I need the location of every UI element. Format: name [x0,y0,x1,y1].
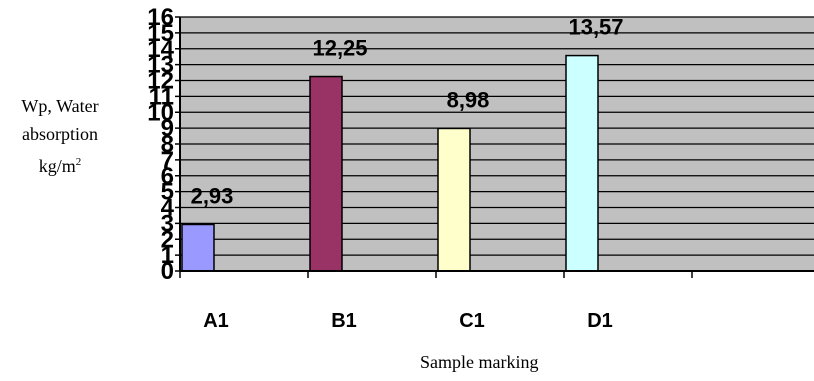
x-tick-label-C1: C1 [459,310,485,332]
y-tick-label: 6 [161,163,174,190]
bars [181,54,599,272]
y-tick-label: 3 [161,210,174,237]
data-label-A1: 2,93 [191,183,234,208]
y-tick-label: 8 [161,131,174,158]
y-axis-label-line-2: absorption [22,124,98,144]
data-labels: 2,93 12,25 8,98 13,57 [191,15,624,209]
x-tick-label-B1: B1 [331,310,357,332]
y-tick-label: 13 [147,52,174,79]
data-label-D1: 13,57 [568,15,623,40]
y-axis-label-line-1: Wp, Water [21,96,99,116]
data-label-C1: 8,98 [447,87,490,112]
y-tick-label: 9 [161,115,174,142]
y-tick-label: 11 [149,83,174,110]
x-tick-label-A1: A1 [203,310,229,332]
y-tick-label: 10 [147,99,174,126]
y-tick-label: 7 [161,147,174,174]
y-axis-unit: kg/m [38,156,76,176]
y-axis-unit-superscript: 2 [75,156,82,168]
y-tick-label: 0 [161,258,174,285]
y-tick-label: 14 [147,36,174,63]
axes [175,16,814,278]
y-tick-label: 1 [161,242,174,269]
y-axis-label: Wp, Water absorption kg/m2 [0,92,120,180]
y-tick-label: 5 [161,179,174,206]
y-tick-label: 4 [161,195,175,222]
y-tick-label: 16 [147,4,174,31]
bar-A1 [181,223,215,272]
y-tick-label: 2 [161,226,174,253]
gridlines [180,16,814,256]
bar-C1 [437,127,471,272]
y-axis-label-line-3: kg/m2 [0,148,120,180]
y-tick-label: 12 [147,68,174,95]
y-tick-label: 15 [147,20,174,47]
bar-B1 [309,75,343,272]
data-label-B1: 12,25 [312,36,367,61]
x-axis-label: Sample marking [420,352,539,372]
x-category-labels: A1 B1 C1 D1 [203,310,613,332]
x-tick-label-D1: D1 [587,310,613,332]
bar-D1 [565,54,599,272]
